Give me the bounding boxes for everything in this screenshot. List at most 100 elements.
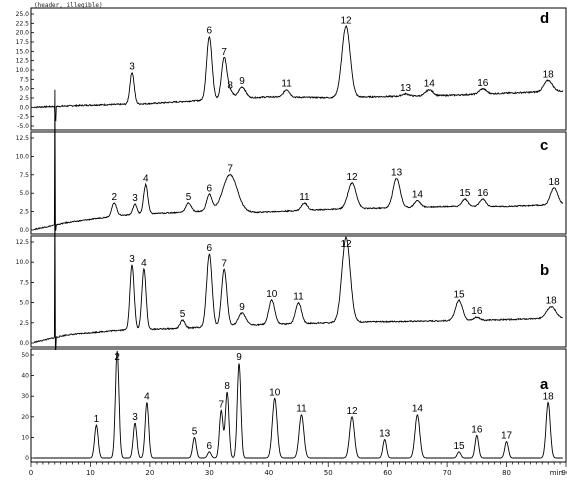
peak-label: 4 bbox=[144, 391, 150, 402]
y-tick-label: 5.0 bbox=[19, 300, 29, 307]
peak-label: 14 bbox=[412, 190, 424, 201]
x-tick-label: 60 bbox=[383, 469, 392, 477]
peak-label: 17 bbox=[501, 431, 513, 442]
y-tick-label: 0.0 bbox=[19, 104, 29, 111]
y-tick-label: 10.0 bbox=[16, 153, 30, 160]
y-tick-label: 5.0 bbox=[19, 86, 29, 93]
peak-label: 6 bbox=[207, 25, 213, 36]
x-tick-label: 90 bbox=[562, 469, 567, 477]
y-tick-label: 0.0 bbox=[19, 340, 29, 347]
peak-label: 12 bbox=[340, 239, 352, 250]
peak-label: 9 bbox=[239, 76, 245, 87]
x-tick-label: 10 bbox=[86, 469, 95, 477]
y-tick-label: 30 bbox=[21, 393, 29, 400]
peak-label: 7 bbox=[227, 164, 233, 175]
x-tick-label: 0 bbox=[29, 469, 33, 477]
peak-label: 5 bbox=[186, 192, 192, 203]
y-tick-label: -5.0 bbox=[17, 123, 29, 130]
peak-label: 2 bbox=[114, 352, 120, 363]
panels-layer: 25.022.520.017.515.012.510.07.55.02.50.0… bbox=[16, 7, 567, 463]
peak-label: 7 bbox=[218, 400, 224, 411]
y-tick-label: 10 bbox=[21, 434, 29, 441]
y-tick-label: 7.5 bbox=[19, 172, 29, 179]
panel-frame bbox=[30, 7, 567, 131]
figure-header: (header, illegible) bbox=[34, 2, 103, 9]
y-tick-label: 40 bbox=[21, 373, 29, 380]
peak-label: 16 bbox=[477, 188, 489, 199]
peak-label: 7 bbox=[221, 258, 227, 269]
peak-label: 11 bbox=[281, 79, 292, 90]
panel-d: 25.0 22.5 20.0 17.5 15.0 12.5 10.0 7.5 5.0 2.5 0.0… bbox=[16, 7, 567, 131]
peak-label: 3 bbox=[129, 254, 135, 265]
y-tick-label: 2.5 bbox=[19, 209, 29, 216]
x-tick-label: 30 bbox=[205, 469, 214, 477]
peak-label: 14 bbox=[424, 79, 436, 90]
peak-label: 18 bbox=[549, 177, 561, 188]
y-tick-label: 5.0 bbox=[19, 190, 29, 197]
panel-frame bbox=[30, 235, 567, 348]
peak-label: 13 bbox=[391, 167, 403, 178]
panel-letter: b bbox=[540, 262, 549, 279]
peak-label: 10 bbox=[269, 387, 281, 398]
peak-label: 5 bbox=[180, 309, 186, 320]
panel-frame bbox=[30, 131, 567, 235]
peak-label: 12 bbox=[346, 172, 358, 183]
trace-d bbox=[33, 25, 564, 122]
peak-label: 14 bbox=[412, 404, 424, 415]
peak-label: 1 bbox=[94, 414, 100, 425]
x-tick-label: 80 bbox=[502, 469, 511, 477]
peak-label: 6 bbox=[207, 243, 213, 254]
trace-b bbox=[33, 197, 563, 351]
y-tick-label: 2.5 bbox=[19, 320, 29, 327]
x-tick-label: 20 bbox=[145, 469, 154, 477]
panel-letter: a bbox=[540, 376, 549, 393]
peak-label: 4 bbox=[143, 174, 149, 185]
y-tick-label: 0.0 bbox=[19, 227, 29, 234]
peak-label: 15 bbox=[459, 188, 471, 199]
peak-label: 15 bbox=[453, 289, 465, 300]
peak-label: 4 bbox=[141, 258, 147, 269]
trace-c bbox=[33, 89, 564, 232]
y-tick-label: -2.5 bbox=[17, 114, 29, 121]
y-tick-label: 12.5 bbox=[16, 135, 30, 142]
y-tick-label: 10.0 bbox=[16, 259, 30, 266]
y-tick-label: 20 bbox=[21, 414, 29, 421]
peak-label: 2 bbox=[111, 192, 117, 203]
trace-a bbox=[34, 350, 563, 459]
x-tick-label: 40 bbox=[264, 469, 273, 477]
y-tick-label: 0 bbox=[25, 455, 29, 462]
y-tick-label: 17.5 bbox=[16, 39, 30, 46]
x-tick-label: 50 bbox=[324, 469, 333, 477]
peak-label: 3 bbox=[129, 61, 135, 72]
peak-label: 9 bbox=[239, 302, 245, 313]
y-tick-label: 7.5 bbox=[19, 279, 29, 286]
peak-label: 12 bbox=[346, 406, 358, 417]
peak-label: 13 bbox=[379, 428, 391, 439]
peak-label: 10 bbox=[266, 289, 278, 300]
peak-label: 11 bbox=[293, 292, 304, 303]
y-tick-label: 12.5 bbox=[16, 58, 30, 65]
peak-label: 8 bbox=[224, 381, 230, 392]
y-tick-label: 25.0 bbox=[16, 11, 30, 18]
peak-label: 18 bbox=[543, 69, 555, 80]
peak-label: 3 bbox=[132, 193, 138, 204]
panel-letter: c bbox=[540, 137, 548, 154]
x-tick-label: 70 bbox=[443, 469, 452, 477]
peak-label: 7 bbox=[221, 47, 227, 58]
peak-label: 16 bbox=[471, 306, 483, 317]
panel-c: 12.5 10.0 7.5 5.0 2.5 0.0 2 34 5 6 7 11 12 13 14 15 16 18… bbox=[16, 89, 567, 235]
peak-label: 16 bbox=[471, 424, 483, 435]
peak-label: 6 bbox=[207, 184, 213, 195]
y-tick-label: 2.5 bbox=[19, 95, 29, 102]
panel-letter: d bbox=[540, 10, 549, 27]
peak-label: 18 bbox=[543, 391, 555, 402]
panel-b: 12.5 10.0 7.5 5.0 2.5 0.0 3 4 5 67 9 10 11 12 15 16 18 b bbox=[16, 197, 567, 351]
y-tick-label: 22.5 bbox=[16, 20, 30, 27]
peak-label: 11 bbox=[296, 404, 307, 415]
y-tick-label: 10.0 bbox=[16, 67, 30, 74]
peak-label: 16 bbox=[477, 78, 489, 89]
peak-label: 5 bbox=[192, 426, 198, 437]
y-tick-label: 12.5 bbox=[16, 239, 30, 246]
x-axis: 0 10 20 30 40 50 60 70 80 90min bbox=[29, 462, 567, 477]
